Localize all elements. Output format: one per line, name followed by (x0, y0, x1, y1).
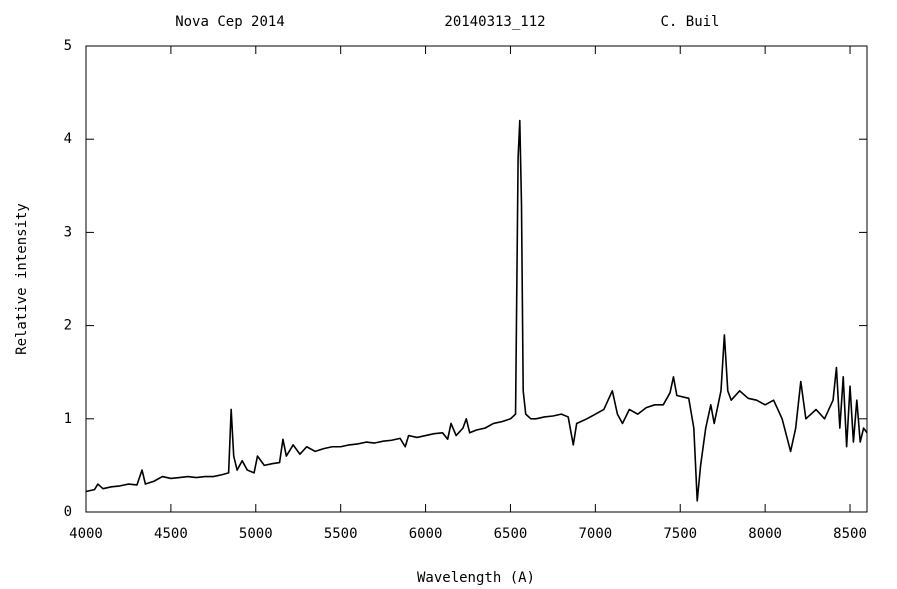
y-tick-label: 2 (64, 318, 72, 334)
y-tick-label: 4 (64, 131, 72, 147)
x-tick-label: 4000 (69, 526, 103, 542)
x-tick-label: 5000 (239, 526, 273, 542)
x-tick-label: 6500 (494, 526, 528, 542)
chart-title: 20140313_112 (444, 14, 545, 30)
x-tick-label: 5500 (324, 526, 358, 542)
y-tick-label: 3 (64, 224, 72, 240)
x-tick-label: 7500 (663, 526, 697, 542)
x-tick-label: 7000 (578, 526, 612, 542)
y-tick-label: 0 (64, 504, 72, 520)
chart-title: Nova Cep 2014 (175, 14, 285, 30)
chart-title: C. Buil (660, 14, 719, 30)
y-axis-label: Relative intensity (14, 203, 30, 355)
y-tick-label: 5 (64, 38, 72, 54)
x-tick-label: 6000 (409, 526, 443, 542)
x-tick-label: 8500 (833, 526, 867, 542)
y-tick-label: 1 (64, 411, 72, 427)
plot-frame (85, 45, 868, 513)
x-axis-label: Wavelength (A) (417, 570, 535, 586)
x-tick-label: 8000 (748, 526, 782, 542)
x-tick-label: 4500 (154, 526, 188, 542)
spectrum-line (85, 119, 868, 502)
